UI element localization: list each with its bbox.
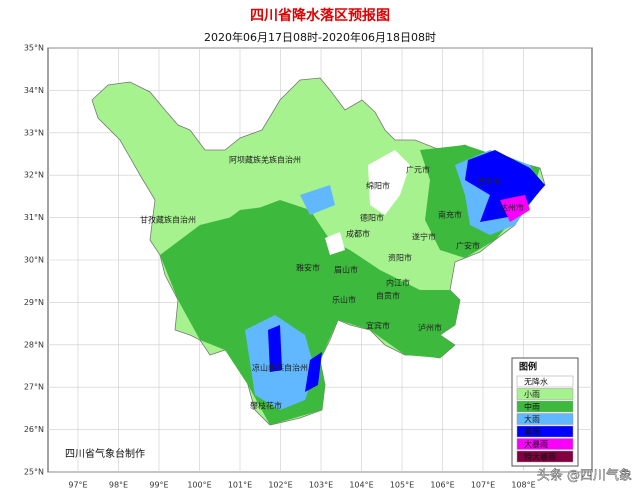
heavy-rainstorm-area (500, 195, 530, 222)
no-rain-area (325, 232, 345, 255)
lat-label: 27°N (24, 383, 44, 392)
place-label: 巴中市 (476, 177, 500, 187)
place-label: 成都市 (346, 229, 370, 239)
moderate-rain-west (200, 205, 300, 270)
no-rain-area (368, 150, 410, 215)
legend-label: 中雨 (524, 402, 540, 412)
lat-label: 29°N (24, 298, 44, 307)
legend-title: 图例 (519, 361, 537, 373)
place-label: 德阳市 (360, 213, 384, 223)
lat-label: 28°N (24, 340, 44, 349)
place-label: 阿坝藏族羌族自治州 (229, 155, 301, 165)
place-label: 自贡市 (376, 291, 400, 301)
place-label: 广安市 (456, 241, 480, 251)
lat-label: 31°N (24, 213, 44, 222)
lon-label: 104°E (349, 481, 373, 490)
legend-label: 小雨 (524, 390, 540, 399)
rainstorm-area (305, 352, 322, 392)
place-label: 达州市 (500, 203, 524, 213)
subtitle: 2020年06月17日08时-2020年06月18日08时 (204, 30, 436, 44)
legend-swatch (516, 400, 574, 413)
place-label: 泸州市 (418, 323, 442, 333)
lon-label: 107°E (471, 481, 495, 490)
place-label: 绵阳市 (366, 181, 390, 191)
lat-label: 34°N (24, 86, 44, 95)
legend-swatch (516, 375, 574, 388)
lat-label: 35°N (24, 44, 44, 53)
rainstorm-area (268, 325, 282, 372)
place-label: 宜宾市 (366, 321, 390, 331)
legend-swatch (516, 413, 574, 425)
lon-label: 105°E (390, 481, 414, 490)
lat-label: 25°N (24, 468, 44, 477)
watermark: 头条 @四川气象 (537, 468, 632, 484)
title: 四川省降水落区预报图 (250, 7, 390, 24)
credit: 四川省气象台制作 (65, 447, 145, 460)
legend-swatch (516, 425, 574, 438)
lat-label: 26°N (24, 425, 44, 434)
legend-label: 特大暴雨 (524, 452, 556, 462)
heavy-rain-area (300, 185, 335, 215)
place-label: 遂宁市 (412, 232, 436, 242)
lon-label: 99°E (149, 481, 168, 490)
place-label: 广元市 (406, 165, 430, 175)
place-label: 乐山市 (332, 295, 356, 305)
lat-label: 33°N (24, 128, 44, 137)
lon-label: 102°E (268, 481, 292, 490)
place-label: 凉山彝族自治州 (252, 363, 308, 373)
place-label: 雅安市 (296, 263, 320, 273)
lon-label: 98°E (109, 481, 128, 490)
place-label: 内江市 (386, 278, 410, 288)
lon-label: 106°E (430, 481, 454, 490)
lon-label: 108°E (511, 481, 535, 490)
place-label: 资阳市 (388, 253, 412, 263)
place-label: 甘孜藏族自治州 (140, 215, 196, 225)
legend-label: 大暴雨 (524, 439, 548, 449)
place-label: 攀枝花市 (250, 401, 282, 411)
legend-swatch (516, 438, 574, 450)
lat-label: 32°N (24, 171, 44, 180)
heavy-rain-areas (245, 150, 545, 410)
legend-swatch (516, 450, 574, 463)
lon-label: 100°E (187, 481, 211, 490)
lon-label: 101°E (228, 481, 252, 490)
place-label: 眉山市 (334, 265, 358, 275)
lon-label: 97°E (68, 481, 87, 490)
lat-label: 30°N (24, 256, 44, 265)
lon-label: 103°E (309, 481, 333, 490)
legend-label: 暴雨 (524, 428, 540, 437)
legend-swatch (516, 388, 574, 400)
legend-label: 大雨 (524, 414, 540, 424)
place-label: 南充市 (438, 210, 462, 220)
legend-label: 无降水 (524, 377, 548, 387)
